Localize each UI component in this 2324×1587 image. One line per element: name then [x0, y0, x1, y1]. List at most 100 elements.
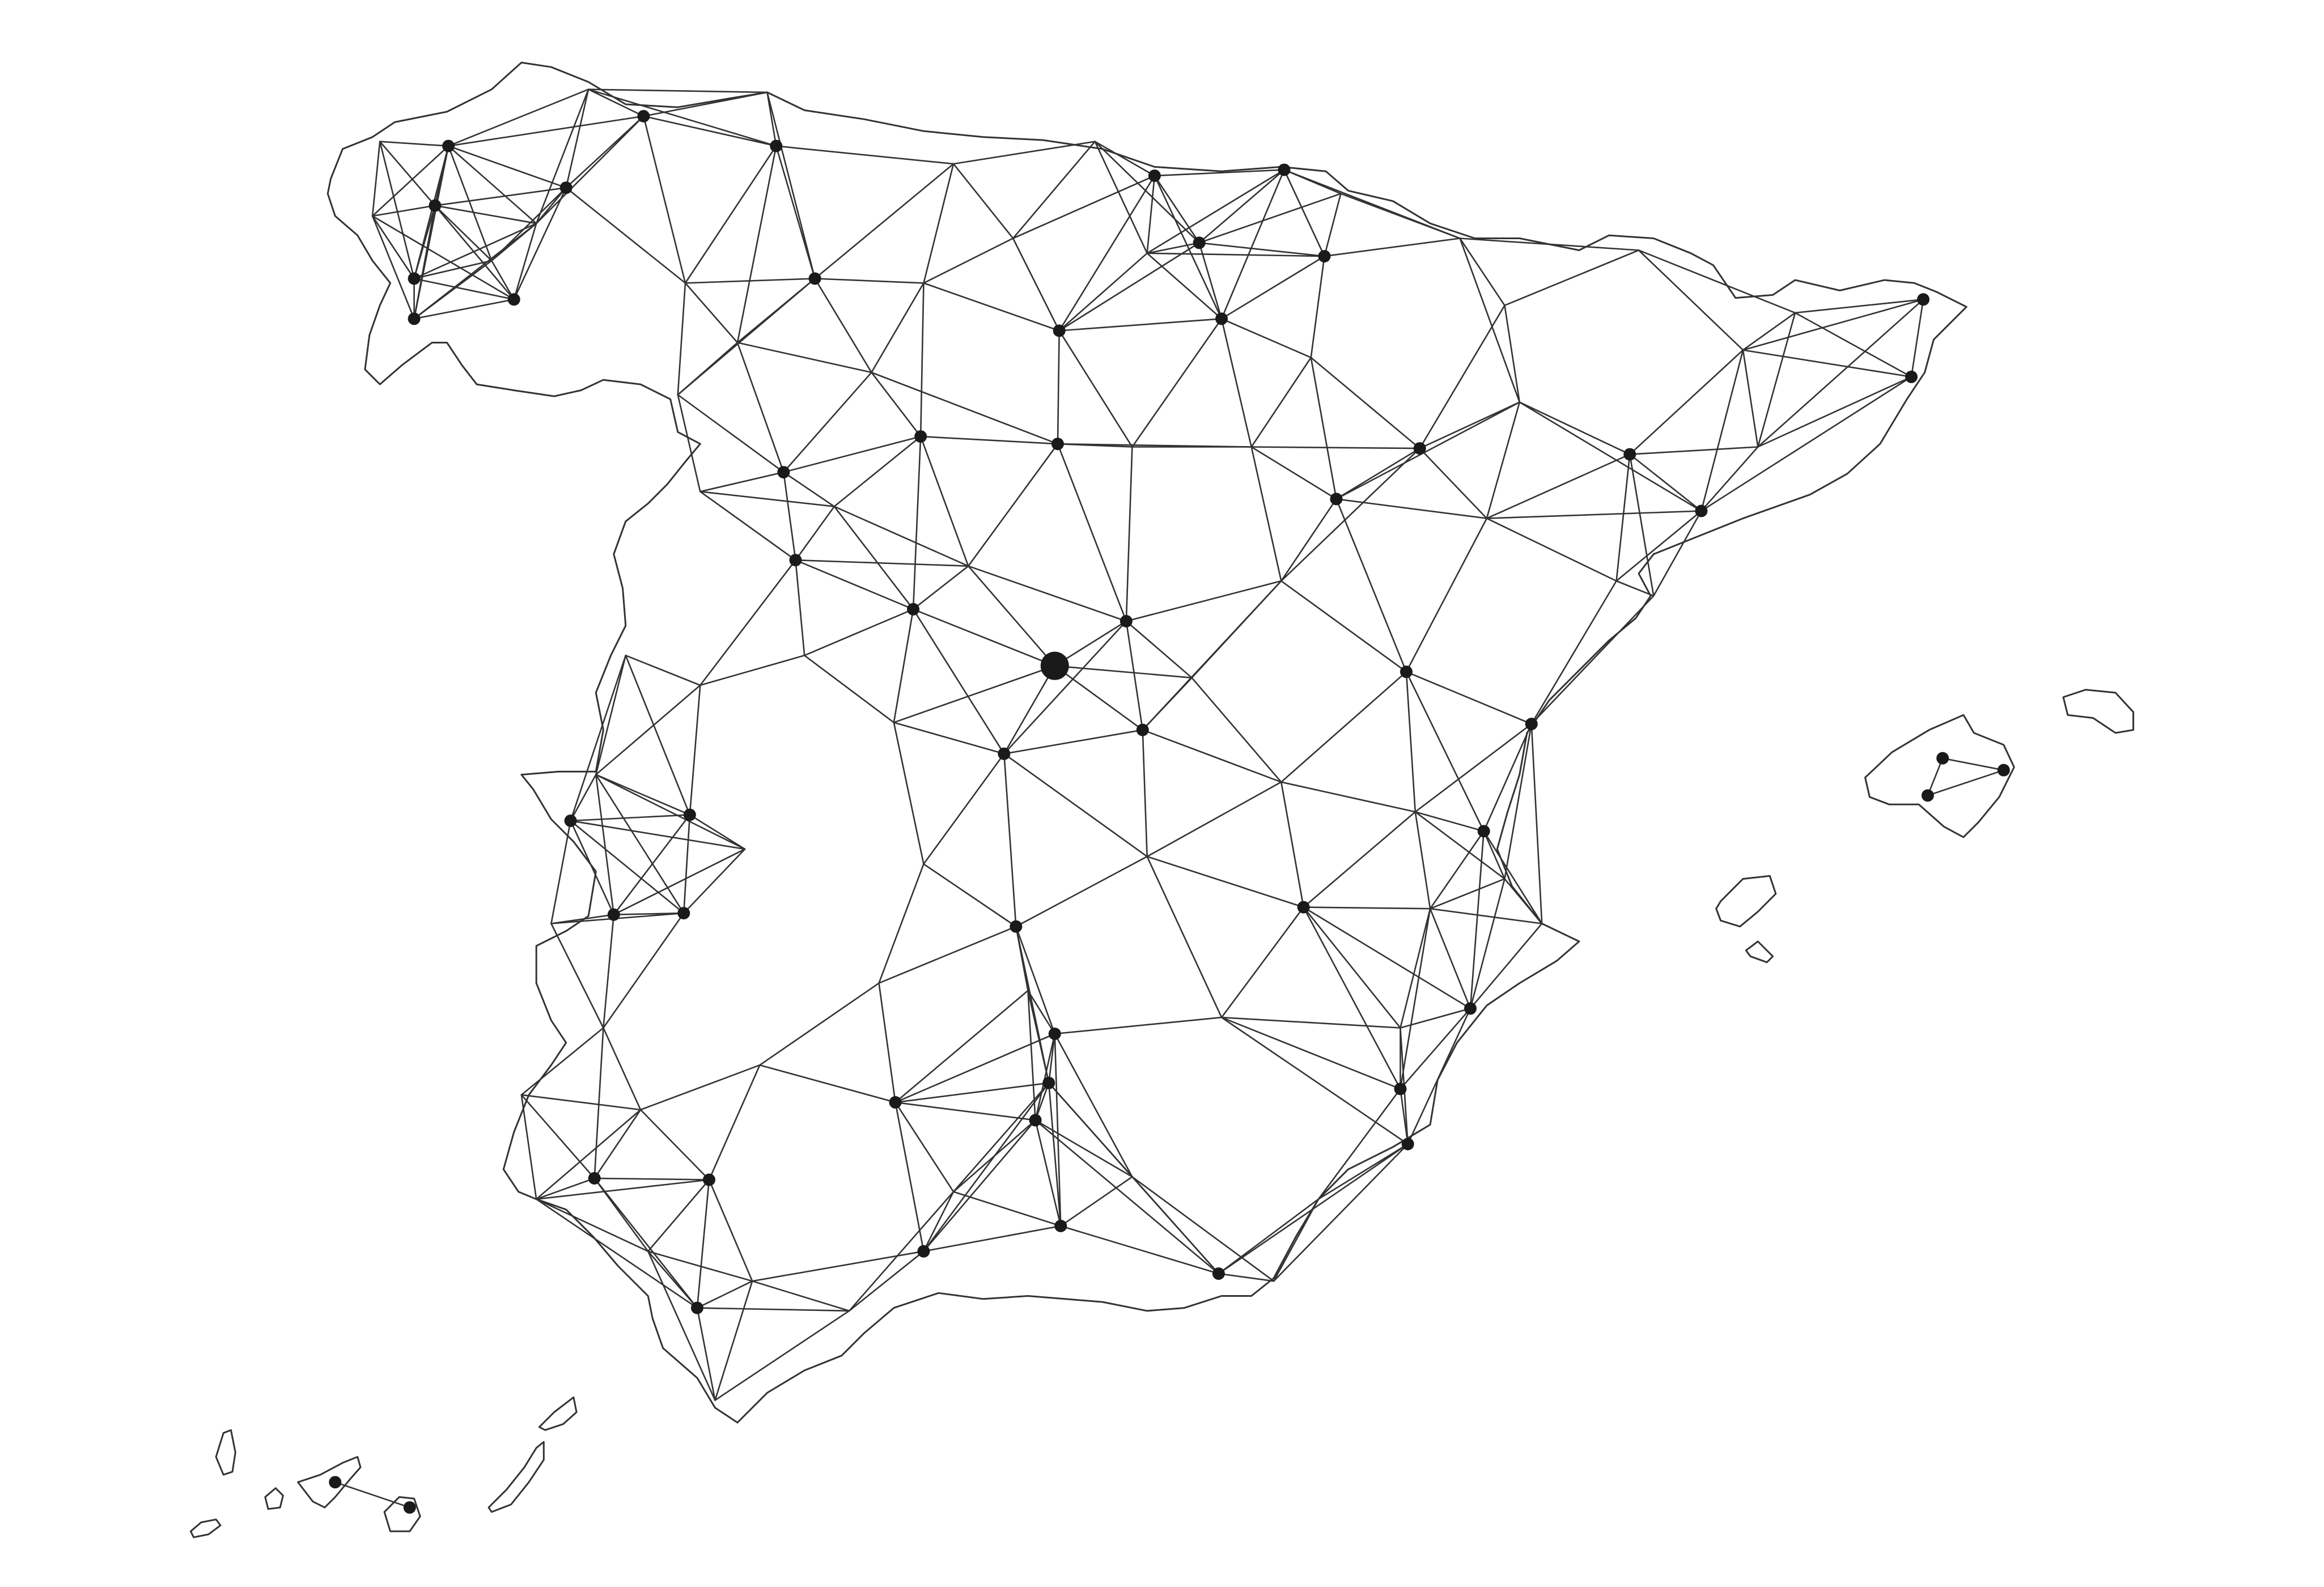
network-edge [894, 1033, 1056, 1104]
canary-island-outline [383, 1496, 421, 1533]
network-edge [1220, 255, 1325, 320]
network-edge [1629, 349, 1744, 455]
network-edge [1459, 237, 1521, 403]
network-edge [603, 912, 685, 1029]
network-edge [587, 88, 644, 117]
canary-island-outline [264, 1487, 284, 1510]
city-node [677, 907, 690, 920]
network-edge [593, 1027, 604, 1179]
network-edge [894, 990, 1029, 1104]
network-edge [1034, 1033, 1056, 1121]
network-edge [1519, 401, 1702, 512]
network-edge [434, 205, 493, 262]
network-edge [1530, 595, 1655, 725]
network-edge [968, 565, 1127, 622]
network-edge [593, 1109, 642, 1179]
network-edge [1483, 830, 1505, 880]
network-edge [1054, 665, 1144, 731]
network-edge [923, 237, 1014, 284]
network-edge [570, 820, 685, 914]
network-edge [1405, 671, 1417, 813]
network-edge [795, 559, 914, 610]
network-edge [535, 186, 567, 224]
network-edge [1280, 781, 1417, 813]
network-edge [520, 1094, 537, 1200]
network-edge [1469, 923, 1543, 1009]
network-edge [520, 1094, 595, 1179]
network-edge [643, 115, 686, 284]
city-node [1330, 493, 1343, 506]
network-edge [1250, 446, 1420, 449]
network-edge [1615, 510, 1702, 582]
network-edge [894, 1101, 955, 1193]
city-node [1053, 324, 1066, 337]
network-edge [1003, 753, 1017, 927]
network-edge [490, 260, 515, 300]
network-edge [1469, 878, 1505, 1009]
network-edge [1058, 242, 1200, 332]
city-node [1042, 1076, 1055, 1089]
network-edge [570, 820, 746, 850]
network-edge [1146, 169, 1285, 254]
network-edge [1146, 252, 1223, 320]
city-node [914, 430, 927, 443]
network-edge [613, 814, 691, 915]
network-edge [1280, 447, 1420, 582]
network-edge [1058, 330, 1133, 448]
network-edge [1638, 249, 1796, 314]
city-node [1193, 236, 1206, 249]
network-edge [1012, 141, 1096, 239]
network-edge [736, 342, 872, 374]
network-edge [1012, 237, 1060, 332]
network-edge [625, 655, 701, 686]
network-edge [1530, 580, 1617, 725]
network-edge [1335, 498, 1488, 519]
network-edge [878, 863, 924, 984]
network-edge [1615, 453, 1631, 582]
network-edge [1012, 175, 1156, 239]
network-edge [751, 1280, 850, 1312]
island-menorca-outline [2062, 689, 2135, 734]
network-edge [893, 722, 1005, 755]
network-edge [919, 435, 1059, 445]
network-edge [1303, 906, 1401, 1090]
network-edge [912, 435, 922, 610]
network-edge [447, 88, 590, 147]
network-edge [1757, 312, 1796, 448]
network-edge [1653, 510, 1702, 597]
network-edge [1317, 1143, 1409, 1200]
network-edge [1146, 855, 1223, 1019]
city-node [1148, 169, 1161, 183]
network-edge [520, 1094, 642, 1111]
city-node [1215, 312, 1228, 325]
city-node [442, 139, 455, 152]
network-edge [565, 88, 590, 189]
network-edge [1303, 906, 1431, 910]
network-edge [1048, 1033, 1056, 1084]
network-edge [1742, 298, 1924, 351]
network-edge [795, 506, 836, 561]
network-edge [1094, 141, 1156, 177]
network-edge [699, 490, 836, 507]
city-node [1623, 448, 1636, 461]
network-edge [1146, 855, 1304, 908]
network-edge [535, 1198, 649, 1252]
network-edge [1273, 1198, 1320, 1282]
network-edge [878, 926, 1017, 984]
city-node [1477, 825, 1490, 838]
network-edge [893, 722, 924, 865]
mainland-coastline [326, 61, 1967, 1424]
network-edge [912, 608, 1056, 667]
network-edge [593, 1177, 698, 1309]
network-edge [1941, 757, 2005, 771]
triangulation-layer [334, 88, 2005, 1508]
network-edge [1058, 252, 1148, 332]
island-ibiza-outline [1715, 875, 1777, 928]
network-edge [677, 394, 784, 473]
network-edge [699, 655, 805, 686]
network-edge [413, 205, 436, 279]
network-edge [814, 278, 924, 284]
network-edge [1419, 304, 1505, 449]
network-edge [1131, 1176, 1275, 1282]
